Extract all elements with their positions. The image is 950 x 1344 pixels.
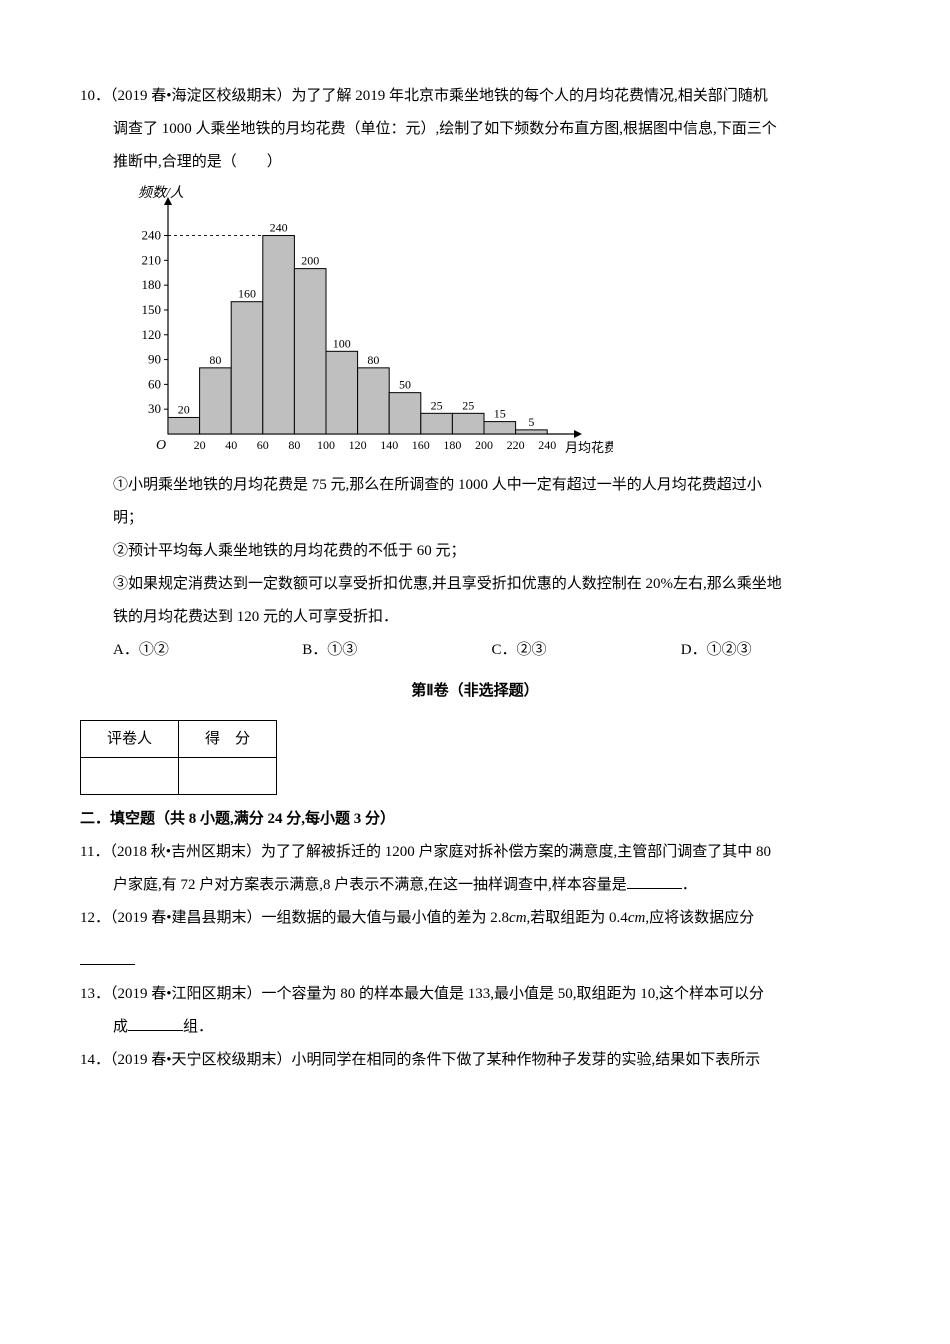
q11-line1: 11．（2018 秋•吉州区期末）为了了解被拆迁的 1200 户家庭对拆补偿方案… [80, 836, 870, 869]
q11-stem-b: 户家庭,有 72 户对方案表示满意,8 户表示不满意,在这一抽样调查中,样本容量… [113, 877, 627, 893]
q14-line1: 14．（2019 春•天宁区校级期末）小明同学在相同的条件下做了某种作物种子发芽… [80, 1044, 870, 1077]
q12-stem-b: ,若取组距为 0.4 [527, 910, 628, 926]
q10-stem-line1: 10．（2019 春•海淀区校级期末）为了了解 2019 年北京市乘坐地铁的每个… [80, 80, 870, 113]
q11-tail: ． [682, 877, 697, 893]
svg-text:30: 30 [148, 401, 161, 416]
svg-text:月均花费/元: 月均花费/元 [565, 440, 613, 455]
q13-stem-b: 成 [113, 1019, 128, 1035]
section2-title: 二．填空题（共 8 小题,满分 24 分,每小题 3 分） [80, 803, 870, 836]
svg-text:140: 140 [380, 438, 398, 452]
q12-stem-c: ,应将该数据应分 [645, 910, 754, 926]
svg-text:25: 25 [462, 398, 474, 412]
svg-text:40: 40 [225, 438, 237, 452]
svg-text:100: 100 [317, 438, 335, 452]
q10-number: 10． [80, 88, 110, 104]
q10-stem-line2: 调查了 1000 人乘坐地铁的月均花费（单位：元）,绘制了如下频数分布直方图,根… [80, 113, 870, 146]
svg-text:15: 15 [494, 407, 506, 421]
svg-text:20: 20 [178, 402, 190, 416]
svg-text:240: 240 [270, 221, 288, 235]
q10-source: （2019 春•海淀区校级期末） [110, 88, 292, 104]
q14-stem: 小明同学在相同的条件下做了某种作物种子发芽的实验,结果如下表所示 [292, 1052, 761, 1068]
q11-stem-a: 为了了解被拆迁的 1200 户家庭对拆补偿方案的满意度,主管部门调查了其中 80 [261, 844, 771, 860]
score-col2-header: 得 分 [179, 721, 277, 758]
q13-source: （2019 春•江阳区期末） [110, 986, 262, 1002]
q12-blank-line [80, 945, 870, 978]
svg-text:210: 210 [142, 252, 162, 267]
q10-options: A．①② B．①③ C．②③ D．①②③ [80, 634, 870, 667]
svg-text:80: 80 [288, 438, 300, 452]
svg-text:150: 150 [142, 302, 162, 317]
svg-text:20: 20 [194, 438, 206, 452]
score-table: 评卷人 得 分 [80, 720, 277, 795]
svg-text:100: 100 [333, 336, 351, 350]
svg-text:240: 240 [142, 228, 162, 243]
q10-option-b[interactable]: B．①③ [302, 634, 491, 667]
svg-text:240: 240 [538, 438, 556, 452]
score-col2-cell[interactable] [179, 758, 277, 795]
svg-text:频数/人: 频数/人 [138, 185, 184, 201]
q10-s2: ②预计平均每人乘坐地铁的月均花费的不低于 60 元； [80, 535, 870, 568]
q10-stem-line3: 推断中,合理的是（ ） [80, 146, 870, 179]
svg-text:180: 180 [443, 438, 461, 452]
svg-text:120: 120 [142, 327, 162, 342]
q13-tail: 组． [183, 1019, 213, 1035]
q11-line2: 户家庭,有 72 户对方案表示满意,8 户表示不满意,在这一抽样调查中,样本容量… [80, 869, 870, 902]
q10-s3b: 铁的月均花费达到 120 元的人可享受折扣． [80, 601, 870, 634]
q10-s1b: 明； [80, 502, 870, 535]
svg-text:220: 220 [507, 438, 525, 452]
svg-text:120: 120 [349, 438, 367, 452]
score-col1-header: 评卷人 [81, 721, 179, 758]
q14-source: （2019 春•天宁区校级期末） [110, 1052, 292, 1068]
q13-line2: 成 组． [80, 1011, 870, 1044]
svg-text:180: 180 [142, 277, 162, 292]
svg-text:25: 25 [431, 398, 443, 412]
part2-title: 第Ⅱ卷（非选择题） [80, 675, 870, 708]
q10-option-a[interactable]: A．①② [113, 634, 302, 667]
q13-stem-a: 一个容量为 80 的样本最大值是 133,最小值是 50,取组距为 10,这个样… [262, 986, 765, 1002]
q10-option-c[interactable]: C．②③ [492, 634, 681, 667]
q10-option-d[interactable]: D．①②③ [681, 634, 870, 667]
svg-text:200: 200 [475, 438, 493, 452]
q12-blank[interactable] [80, 949, 135, 965]
q13-blank[interactable] [128, 1015, 183, 1031]
svg-text:200: 200 [301, 254, 319, 268]
svg-text:80: 80 [367, 353, 379, 367]
q10-s3a: ③如果规定消费达到一定数额可以享受折扣优惠,并且享受折扣优惠的人数控制在 20%… [80, 568, 870, 601]
svg-text:160: 160 [238, 287, 256, 301]
svg-text:5: 5 [528, 415, 534, 429]
q12-stem-a: 一组数据的最大值与最小值的差为 2.8 [262, 910, 510, 926]
svg-text:90: 90 [148, 352, 161, 367]
q12-unit-a: cm [509, 910, 527, 926]
q14-number: 14． [80, 1052, 110, 1068]
q12-number: 12． [80, 910, 110, 926]
q13-line1: 13．（2019 春•江阳区期末）一个容量为 80 的样本最大值是 133,最小… [80, 978, 870, 1011]
svg-text:50: 50 [399, 378, 411, 392]
svg-text:80: 80 [209, 353, 221, 367]
q12-source: （2019 春•建昌县期末） [110, 910, 262, 926]
svg-text:60: 60 [257, 438, 269, 452]
q10-chart-container: 频数/人 30 60 90 120 150 180 210 240 O 20 80 160 240 200 1… [80, 179, 870, 469]
q11-blank[interactable] [627, 873, 682, 889]
q12-unit-b: cm [628, 910, 646, 926]
svg-text:O: O [156, 438, 166, 453]
q10-stem-a: 为了了解 2019 年北京市乘坐地铁的每个人的月均花费情况,相关部门随机 [292, 88, 768, 104]
q11-source: （2018 秋•吉州区期末） [109, 844, 261, 860]
score-col1-cell[interactable] [81, 758, 179, 795]
q10-histogram: 频数/人 30 60 90 120 150 180 210 240 O 20 80 160 240 200 1… [113, 179, 613, 469]
svg-text:160: 160 [412, 438, 430, 452]
q12-line1: 12．（2019 春•建昌县期末）一组数据的最大值与最小值的差为 2.8cm,若… [80, 902, 870, 935]
svg-text:60: 60 [148, 376, 161, 391]
q13-number: 13． [80, 986, 110, 1002]
q11-number: 11． [80, 844, 109, 860]
q10-s1a: ①小明乘坐地铁的月均花费是 75 元,那么在所调查的 1000 人中一定有超过一… [80, 469, 870, 502]
